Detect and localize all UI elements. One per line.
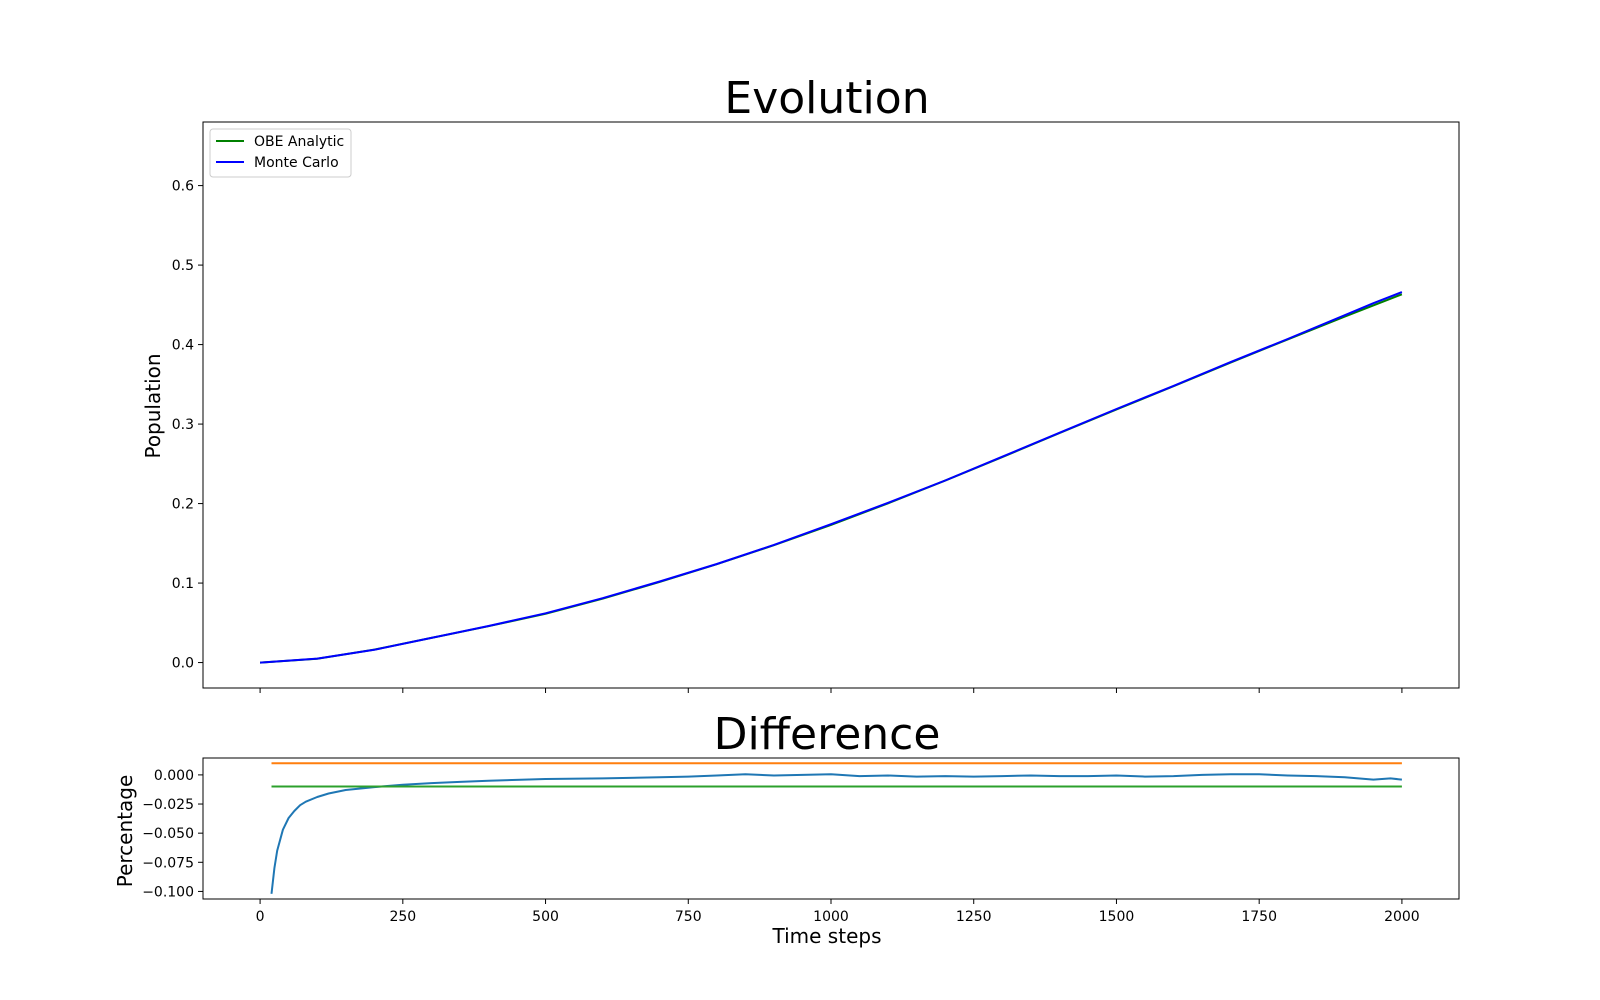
difference-series — [270, 762, 1403, 894]
difference-y-tick-label: −0.025 — [142, 797, 194, 813]
evolution-title: Evolution — [724, 73, 929, 124]
legend-label-monte-carlo: Monte Carlo — [254, 155, 339, 171]
difference-x-tick-label: 1250 — [956, 909, 992, 925]
difference-x-axis-label: Time steps — [772, 924, 882, 948]
difference-y-tick-label: −0.050 — [142, 826, 194, 842]
evolution-y-tick-label: 0.4 — [172, 338, 194, 354]
difference-x-tick-label: 0 — [256, 909, 265, 925]
legend-label-obe-analytic: OBE Analytic — [254, 134, 344, 150]
difference-axes: 0 250 500 750 1000 1250 1500 1750 2000 0.000 −0.02… — [142, 768, 1420, 925]
evolution-y-tick-label: 0.5 — [172, 258, 194, 274]
evolution-series — [260, 291, 1403, 664]
difference-x-tick-label: 750 — [675, 909, 702, 925]
difference-y-tick-label: −0.100 — [142, 884, 194, 900]
evolution-y-tick-label: 0.1 — [172, 576, 194, 592]
difference-y-axis-label: Percentage — [113, 775, 137, 888]
difference-x-tick-label: 1750 — [1241, 909, 1277, 925]
difference-plot-frame — [202, 757, 1460, 900]
evolution-y-tick-label: 0.2 — [172, 497, 194, 513]
evolution-y-tick-label: 0.6 — [172, 179, 194, 195]
difference-x-tick-label: 500 — [532, 909, 559, 925]
difference-panel: Difference Percentage Time steps 0 250 500… — [113, 709, 1460, 948]
evolution-plot-frame — [202, 121, 1460, 689]
legend-box — [209, 128, 352, 178]
evolution-y-tick-label: 0.0 — [172, 656, 194, 672]
difference-x-tick-label: 2000 — [1384, 909, 1420, 925]
difference-y-tick-label: 0.000 — [154, 768, 194, 784]
legend: OBE Analytic Monte Carlo — [209, 128, 352, 178]
evolution-y-axis-label: Population — [141, 353, 165, 458]
difference-y-tick-label: −0.075 — [142, 855, 194, 871]
evolution-y-tick-label: 0.3 — [172, 417, 194, 433]
difference-x-tick-label: 1000 — [813, 909, 849, 925]
difference-line-series-1 — [270, 773, 1403, 894]
difference-title: Difference — [714, 709, 941, 760]
evolution-panel: Evolution Population 0.00.10.20.30.40.50… — [141, 73, 1460, 693]
difference-x-tick-label: 250 — [389, 909, 416, 925]
evolution-line-obe-analytic — [260, 293, 1403, 664]
difference-x-tick-label: 1500 — [1099, 909, 1135, 925]
evolution-axes: 0.0 0.1 0.2 0.3 0.4 0.5 0.6 — [172, 179, 1403, 693]
evolution-line-monte-carlo — [260, 291, 1403, 664]
